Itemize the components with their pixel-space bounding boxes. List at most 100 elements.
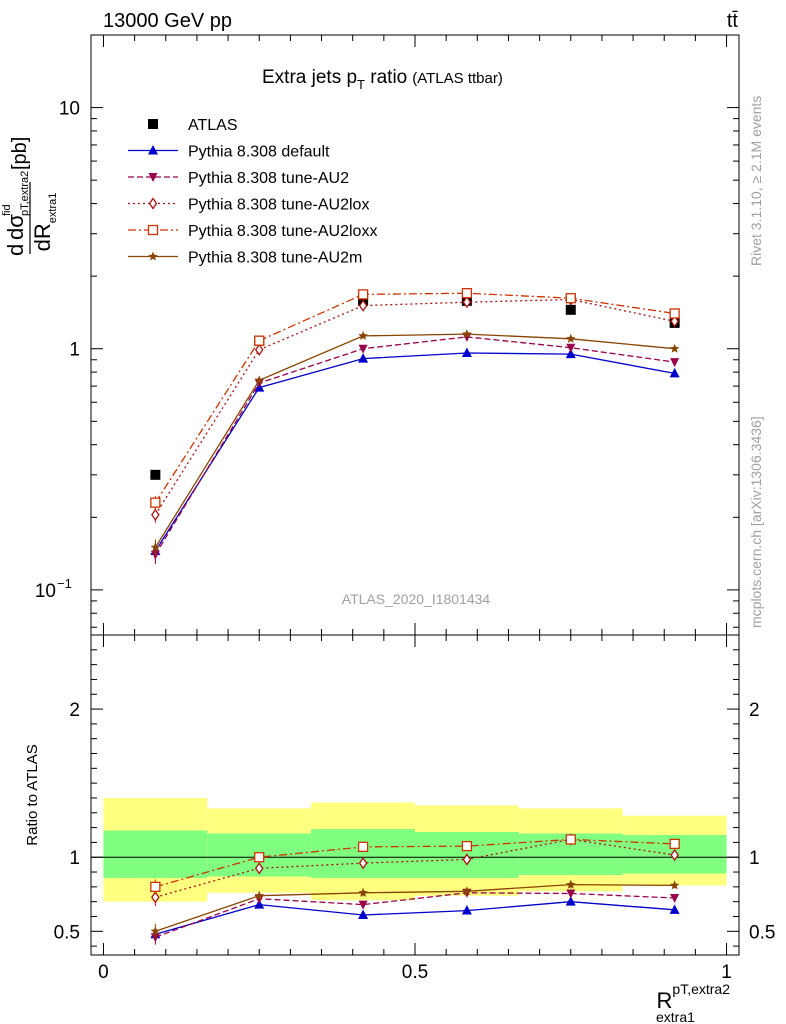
data-point [461,347,472,358]
legend-label: Pythia 8.308 tune-AU2lox [188,197,369,214]
data-point [254,343,264,356]
series-3 [151,293,679,523]
y-tick-label: 1 [69,848,80,869]
legend-marker [148,173,158,182]
data-point [462,332,472,342]
data-point [358,299,368,312]
data-point [462,853,472,866]
data-point [669,838,680,850]
svg-text:d: d [3,244,28,256]
legend-item: Pythia 8.308 tune-AU2m [128,250,362,267]
svg-text:pT,extra2: pT,extra2 [19,171,31,216]
data-point [461,905,472,915]
ratio-series-3 [150,834,680,895]
data-point [358,330,368,340]
data-point [669,904,680,914]
rivet-version-label: Rivet 3.1.10, ≥ 2.1M events [748,96,764,266]
data-point [565,348,576,359]
data-point [357,289,369,300]
data-point [254,862,264,875]
series-5 [150,329,680,557]
data-point [358,887,368,897]
y-tick-label-right: 0.5 [749,922,775,943]
data-point [150,881,161,893]
data-point [670,315,679,328]
data-point [254,852,265,863]
legend-item: Pythia 8.308 default [128,144,330,161]
data-point [254,899,265,909]
data-point [669,367,680,378]
data-point [254,379,264,389]
data-point [462,296,472,309]
svg-text:[pb]: [pb] [9,137,31,170]
svg-text:fid: fid [1,204,13,216]
data-point [462,886,472,896]
data-point [669,343,680,353]
data-point [566,333,576,343]
ratio-plot-panel: 0 0.5 1 0.5 0.5 1 1 2 2 [54,634,775,983]
analysis-id-label: ATLAS_2020_I1801434 [342,591,491,607]
data-point [358,344,368,354]
series-line [154,336,675,555]
legend-marker [148,251,158,261]
ratio-series-line [155,883,675,932]
legend-label: Pythia 8.308 tune-AU2loxx [188,223,377,240]
data-point [565,293,576,304]
data-point [254,890,264,900]
data-point [461,840,473,852]
legend-marker [147,224,159,236]
legend-label: ATLAS [188,117,238,134]
data-point [151,891,160,904]
series-4 [150,288,680,510]
mcplots-reference-label: mcplots.cern.ch [arXiv:1306.3436] [748,416,764,628]
data-point [150,469,161,480]
series-line [154,292,675,504]
data-point [358,909,369,919]
x-tick-label: 0.5 [402,962,428,983]
data-point [358,353,369,363]
data-point [670,848,679,862]
data-point [670,358,680,368]
svg-text:dRextra1: dRextra1 [30,193,59,252]
y-tick-label: 10 [35,581,56,602]
ratio-series-line [155,892,675,938]
y-tick-label-exponent: −1 [57,576,72,591]
x-axis-label: RpT,extra2 extra1 [656,981,730,1024]
y-tick-label: 1 [69,340,80,361]
ratio-series-line [155,838,675,888]
y-tick-label: 0.5 [54,922,80,943]
series-line [154,352,675,552]
data-point [565,304,576,315]
y-tick-label: 2 [69,700,80,721]
series-0 [150,295,680,480]
data-point [669,880,680,890]
data-point [566,343,576,353]
series-2 [150,332,680,565]
legend-label: Pythia 8.308 tune-AU2 [188,170,349,187]
uncertainty-band-stat [103,830,208,878]
data-point [462,329,472,339]
legend-marker [148,197,158,210]
data-point [254,335,265,346]
ratio-y-axis-label: Ratio to ATLAS [24,744,41,845]
data-point [150,542,161,552]
series-1 [150,347,680,561]
data-point [566,879,576,889]
y-tick-label: 10 [59,99,80,120]
data-point [254,375,264,385]
data-point [669,308,680,319]
main-y-axis-label: dRextra1 d dσ fid pT,extra2 [pb] [1,137,59,256]
data-point [358,900,368,910]
data-point [358,857,368,870]
data-point [565,896,576,906]
ratio-series-0 [150,896,680,941]
legend-label: Pythia 8.308 default [188,144,330,161]
legend-marker [148,119,158,129]
series-line [154,333,675,548]
legend-item: Pythia 8.308 tune-AU2lox [128,197,369,214]
main-plot-title: Extra jets pT ratio (ATLAS ttbar) [262,67,503,92]
legend-label: Pythia 8.308 tune-AU2m [188,250,362,267]
data-point [150,497,161,508]
